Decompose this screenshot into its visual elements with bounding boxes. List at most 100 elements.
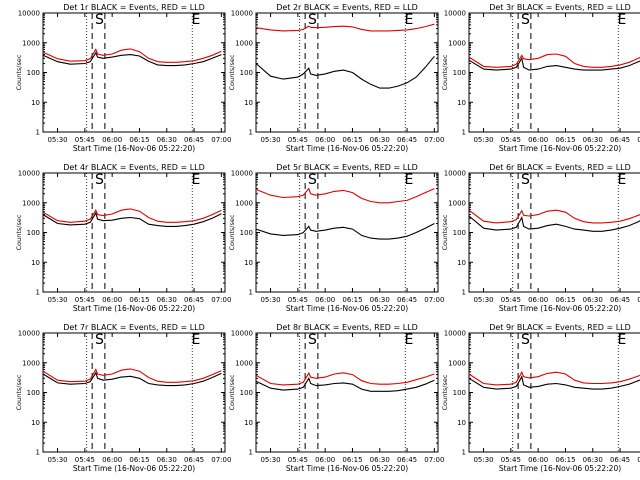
y-axis-label: Counts/sec (15, 374, 23, 410)
x-tick-label: 06:15 (555, 456, 575, 464)
series-line-events (468, 215, 640, 232)
x-tick-label: 06:15 (129, 136, 149, 144)
x-tick-label: 06:30 (583, 456, 603, 464)
x-tick-label: 05:30 (473, 296, 493, 304)
y-tick-label: 100 (27, 69, 40, 77)
x-tick-label: 07:00 (211, 136, 231, 144)
x-tick-label: 05:30 (260, 296, 280, 304)
x-axis-label: Start Time (16-Nov-06 05:22:20) (499, 144, 621, 153)
panel-det-8: Det 8r BLACK = Events, RED = LLD 1 10 100 10… (228, 323, 444, 473)
x-axis-label: Start Time (16-Nov-06 05:22:20) (286, 304, 408, 313)
x-tick-label: 05:30 (260, 136, 280, 144)
x-tick-label: 05:45 (501, 296, 521, 304)
panel-det-1: Det 1r BLACK = Events, RED = LLD 1 10 100 10… (15, 3, 231, 153)
panel-title: Det 8r BLACK = Events, RED = LLD (276, 323, 418, 332)
x-tick-label: 05:30 (47, 296, 67, 304)
x-tick-label: 05:45 (75, 296, 95, 304)
panel-title: Det 4r BLACK = Events, RED = LLD (63, 163, 205, 172)
y-tick-label: 100 (240, 229, 253, 237)
marker-e: E (617, 12, 626, 28)
x-tick-label: 06:30 (370, 136, 390, 144)
y-tick-label: 1 (462, 449, 466, 457)
plot-frame (42, 12, 226, 133)
series-line-lld (468, 209, 640, 224)
x-tick-label: 05:30 (260, 456, 280, 464)
series-line-events (255, 55, 435, 89)
panel-title: Det 5r BLACK = Events, RED = LLD (276, 163, 418, 172)
series-line-lld (42, 48, 222, 63)
series-line-lld (42, 208, 222, 223)
y-axis-label: Counts/sec (441, 214, 449, 250)
series-line-events (42, 211, 222, 227)
y-tick-label: 1000 (448, 199, 466, 207)
y-tick-label: 10000 (18, 10, 40, 18)
y-axis-label: Counts/sec (228, 374, 236, 410)
x-axis-label: Start Time (16-Nov-06 05:22:20) (286, 144, 408, 153)
x-axis-label: Start Time (16-Nov-06 05:22:20) (286, 464, 408, 473)
x-tick-label: 05:45 (501, 456, 521, 464)
marker-s: S (95, 332, 104, 348)
x-tick-label: 06:45 (184, 456, 204, 464)
series-line-events (42, 51, 222, 67)
y-tick-label: 1000 (235, 359, 253, 367)
y-tick-label: 1000 (235, 39, 253, 47)
marker-e: E (404, 12, 413, 28)
x-tick-label: 06:15 (129, 296, 149, 304)
series-line-lld (42, 368, 222, 383)
marker-s: S (308, 172, 317, 188)
y-tick-label: 1000 (448, 359, 466, 367)
plot-frame (468, 332, 640, 453)
x-tick-label: 06:15 (342, 136, 362, 144)
marker-s: S (308, 12, 317, 28)
panel-title: Det 7r BLACK = Events, RED = LLD (63, 323, 205, 332)
y-tick-label: 1 (249, 289, 253, 297)
plot-frame (42, 332, 226, 453)
y-tick-label: 100 (240, 69, 253, 77)
y-tick-label: 100 (27, 389, 40, 397)
x-tick-label: 06:00 (528, 296, 548, 304)
x-tick-label: 06:30 (157, 296, 177, 304)
y-tick-label: 100 (453, 69, 466, 77)
y-tick-label: 10000 (444, 10, 466, 18)
y-axis-label: Counts/sec (228, 54, 236, 90)
y-tick-label: 10 (457, 259, 466, 267)
y-tick-label: 10000 (231, 170, 253, 178)
x-tick-label: 05:30 (473, 456, 493, 464)
y-tick-label: 1 (36, 129, 40, 137)
y-tick-label: 1000 (22, 39, 40, 47)
x-tick-label: 05:45 (75, 456, 95, 464)
x-tick-label: 06:00 (315, 456, 335, 464)
panel-title: Det 3r BLACK = Events, RED = LLD (489, 3, 631, 12)
panel-det-9: Det 9r BLACK = Events, RED = LLD 1 10 100 10… (441, 323, 640, 473)
y-tick-label: 10 (244, 419, 253, 427)
x-tick-label: 05:45 (288, 296, 308, 304)
y-tick-label: 10 (31, 259, 40, 267)
x-tick-label: 05:45 (501, 136, 521, 144)
x-axis-label: Start Time (16-Nov-06 05:22:20) (499, 464, 621, 473)
y-tick-label: 1 (462, 129, 466, 137)
x-tick-label: 06:45 (397, 136, 417, 144)
series-line-lld (468, 370, 640, 386)
x-tick-label: 07:00 (211, 456, 231, 464)
x-tick-label: 06:00 (528, 456, 548, 464)
y-tick-label: 10 (457, 99, 466, 107)
x-tick-label: 07:00 (211, 296, 231, 304)
x-tick-label: 06:30 (583, 296, 603, 304)
x-tick-label: 06:00 (102, 296, 122, 304)
x-axis-label: Start Time (16-Nov-06 05:22:20) (73, 464, 195, 473)
x-tick-label: 06:45 (610, 456, 630, 464)
x-tick-label: 07:00 (637, 136, 640, 144)
y-axis-label: Counts/sec (441, 54, 449, 90)
x-tick-label: 06:30 (157, 136, 177, 144)
panel-det-2: Det 2r BLACK = Events, RED = LLD 1 10 100 10… (228, 3, 444, 153)
y-axis-label: Counts/sec (228, 214, 236, 250)
y-tick-label: 1 (249, 449, 253, 457)
x-tick-label: 07:00 (637, 456, 640, 464)
marker-e: E (617, 332, 626, 348)
y-tick-label: 100 (27, 229, 40, 237)
marker-s: S (95, 172, 104, 188)
x-tick-label: 06:45 (184, 136, 204, 144)
plot-frame (468, 172, 640, 293)
x-tick-label: 05:30 (47, 456, 67, 464)
